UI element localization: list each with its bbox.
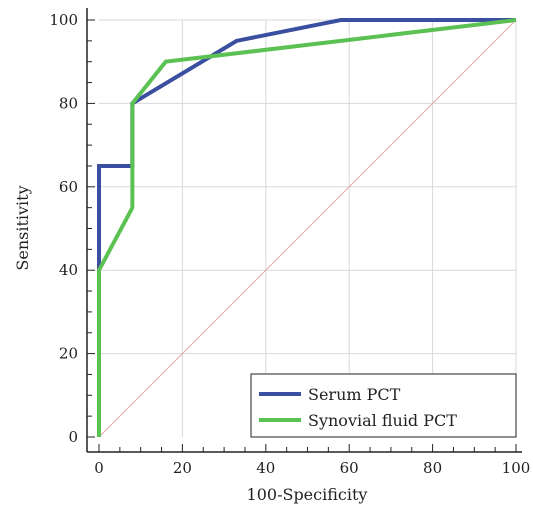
- y-tick-label: 60: [59, 178, 78, 196]
- y-tick-label: 0: [68, 428, 78, 446]
- y-axis-title: Sensitivity: [13, 185, 32, 270]
- x-tick-label: 60: [340, 459, 359, 477]
- x-tick-label: 80: [423, 459, 442, 477]
- legend: Serum PCT Synovial fluid PCT: [250, 373, 517, 438]
- series-lines: [97, 18, 517, 437]
- x-tick-label: 0: [94, 459, 104, 477]
- reference-diagonal: [98, 19, 517, 438]
- y-tick-label: 40: [59, 261, 78, 279]
- legend-label-1: Serum PCT: [308, 385, 401, 404]
- y-tick-label: 20: [59, 345, 78, 363]
- y-tick-label: 80: [59, 94, 78, 112]
- legend-box: [250, 373, 517, 438]
- x-tick-label: 40: [256, 459, 275, 477]
- legend-label-2: Synovial fluid PCT: [308, 411, 457, 430]
- series-line-2: [97, 18, 517, 437]
- x-tick-labels: 0 20 40 60 80 100: [94, 459, 530, 477]
- x-axis-title: 100-Specificity: [247, 485, 368, 504]
- y-tick-labels: 0 20 40 60 80 100: [49, 11, 78, 446]
- axes: [86, 8, 522, 453]
- x-tick-label: 20: [173, 459, 192, 477]
- y-tick-label: 100: [49, 11, 78, 29]
- x-tick-label: 100: [502, 459, 531, 477]
